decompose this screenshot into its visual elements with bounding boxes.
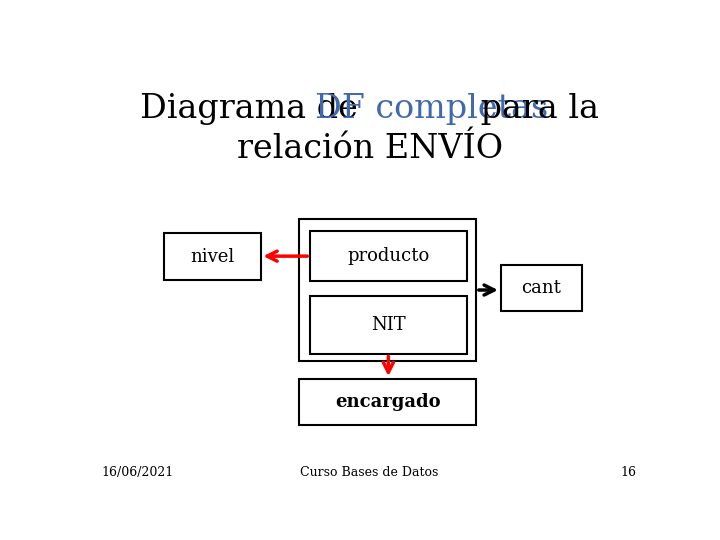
Bar [310, 231, 467, 281]
Bar [300, 219, 476, 361]
Text: cant: cant [521, 279, 562, 297]
Text: Curso Bases de Datos: Curso Bases de Datos [300, 467, 438, 480]
Text: producto: producto [347, 247, 430, 265]
Bar [310, 296, 467, 354]
Text: 16: 16 [621, 467, 636, 480]
Text: 16/06/2021: 16/06/2021 [102, 467, 174, 480]
Text: relación ENVÍO: relación ENVÍO [238, 133, 503, 165]
Text: DF completas: DF completas [315, 93, 548, 125]
Text: para la: para la [469, 93, 599, 125]
Text: Diagrama de: Diagrama de [140, 93, 369, 125]
Text: encargado: encargado [335, 393, 441, 411]
Bar [300, 379, 476, 425]
Text: nivel: nivel [190, 247, 234, 266]
Bar [500, 265, 582, 311]
Text: NIT: NIT [371, 316, 405, 334]
Bar [163, 233, 261, 280]
